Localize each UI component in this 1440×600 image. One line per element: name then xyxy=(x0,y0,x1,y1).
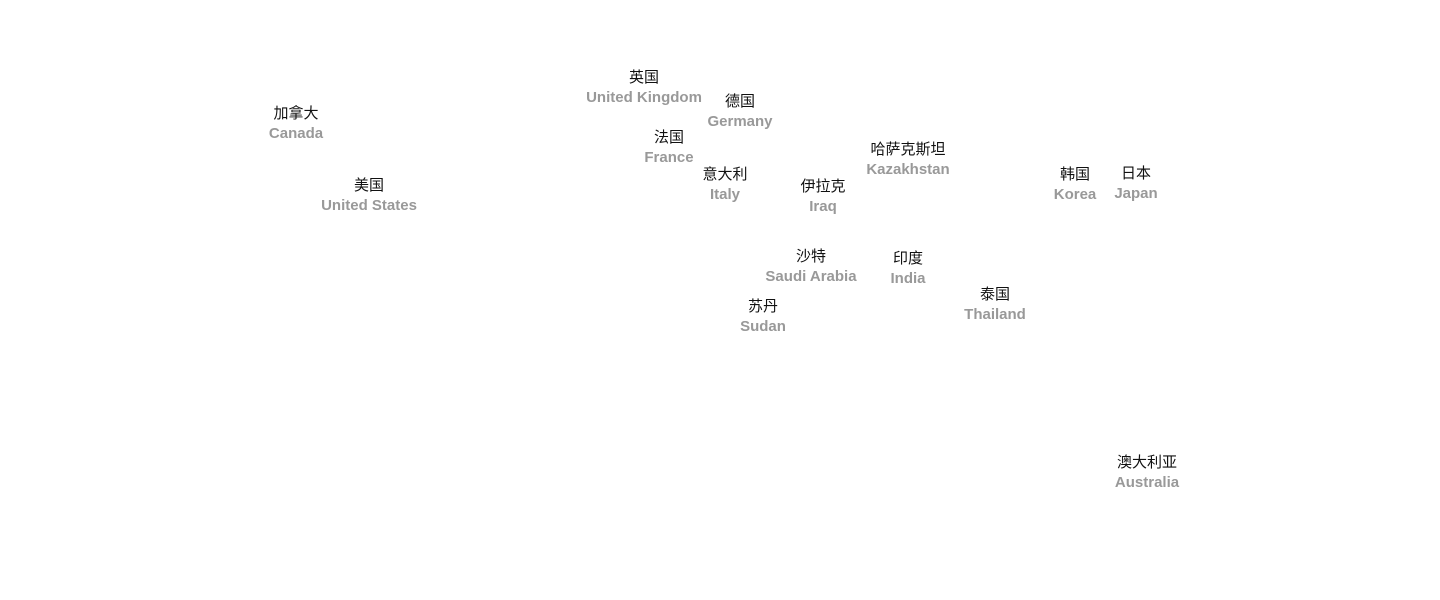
country-name-en: India xyxy=(890,270,926,287)
country-name-zh: 日本 xyxy=(1120,164,1152,182)
country-name-en: Sudan xyxy=(740,318,786,335)
country-label-korea: 韩国 Korea xyxy=(1054,164,1097,205)
country-name-en: United Kingdom xyxy=(586,89,702,106)
country-name-zh: 德国 xyxy=(724,92,756,110)
country-name-en: Kazakhstan xyxy=(866,161,950,178)
country-label-italy: 意大利 Italy xyxy=(702,164,747,205)
country-label-india: 印度 India xyxy=(890,248,925,289)
country-label-united-kingdom: 英国 United Kingdom xyxy=(586,67,702,108)
country-name-zh: 伊拉克 xyxy=(800,177,846,195)
country-name-en: France xyxy=(644,149,694,166)
country-label-kazakhstan: 哈萨克斯坦 Kazakhstan xyxy=(866,139,949,180)
country-name-en: United States xyxy=(321,197,417,214)
country-name-zh: 加拿大 xyxy=(273,104,319,122)
country-name-zh: 苏丹 xyxy=(747,297,778,315)
country-label-japan: 日本 Japan xyxy=(1114,163,1157,204)
country-name-en: Japan xyxy=(1114,185,1158,202)
country-name-en: Iraq xyxy=(809,198,837,215)
country-label-germany: 德国 Germany xyxy=(707,91,772,132)
country-name-zh: 澳大利亚 xyxy=(1116,453,1178,471)
country-name-en: Germany xyxy=(707,113,773,130)
country-name-zh: 法国 xyxy=(653,128,685,146)
country-label-saudi-arabia: 沙特 Saudi Arabia xyxy=(765,246,856,287)
country-name-zh: 泰国 xyxy=(979,285,1011,303)
country-label-iraq: 伊拉克 Iraq xyxy=(800,176,845,217)
country-name-en: Thailand xyxy=(964,306,1026,323)
country-name-en: Australia xyxy=(1114,474,1180,491)
country-label-france: 法国 France xyxy=(644,127,693,168)
country-name-en: Canada xyxy=(268,125,324,142)
country-label-australia: 澳大利亚 Australia xyxy=(1115,452,1179,493)
country-name-en: Korea xyxy=(1053,186,1097,203)
country-name-en: Italy xyxy=(709,186,741,203)
country-label-canada: 加拿大 Canada xyxy=(269,103,323,144)
country-name-zh: 哈萨克斯坦 xyxy=(870,140,946,158)
country-name-zh: 英国 xyxy=(628,68,660,86)
country-label-united-states: 美国 United States xyxy=(321,175,417,216)
country-name-zh: 美国 xyxy=(353,176,385,194)
country-name-zh: 意大利 xyxy=(702,165,748,183)
country-name-zh: 印度 xyxy=(892,249,924,267)
country-name-zh: 韩国 xyxy=(1059,165,1090,183)
country-label-sudan: 苏丹 Sudan xyxy=(740,296,786,337)
country-name-en: Saudi Arabia xyxy=(765,268,857,285)
country-name-zh: 沙特 xyxy=(795,247,827,265)
country-label-thailand: 泰国 Thailand xyxy=(964,284,1026,325)
